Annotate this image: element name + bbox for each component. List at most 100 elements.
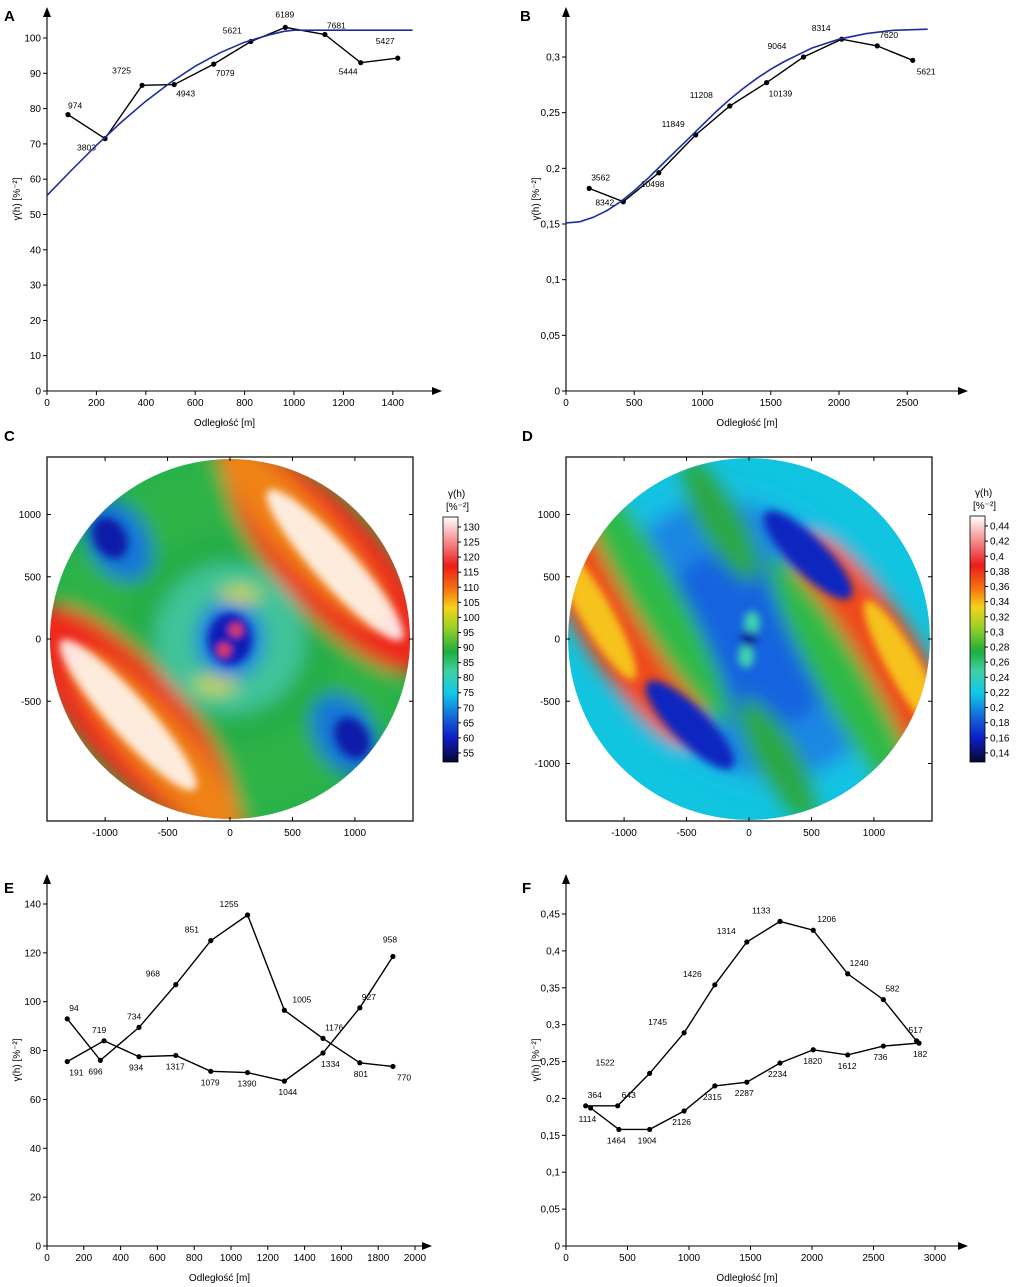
point-count-label: 11208 xyxy=(690,90,713,100)
colorbar-tick-label: 120 xyxy=(463,553,480,564)
colorbar-tick-label: 0,44 xyxy=(990,522,1010,533)
y-tick-label: 0 xyxy=(35,387,41,398)
data-point xyxy=(136,1024,142,1030)
point-count-label: 851 xyxy=(185,925,199,935)
x-axis-title: Odległość [m] xyxy=(194,418,255,429)
x-axis-title: Odległość [m] xyxy=(189,1273,250,1284)
x-tick-label: 1000 xyxy=(283,398,306,409)
data-point xyxy=(727,103,733,109)
data-point xyxy=(64,1058,70,1065)
series-line-direction-2 xyxy=(590,1042,920,1131)
colorbar-tick-label: 0,34 xyxy=(990,597,1010,608)
map-x-tick-label: -1000 xyxy=(92,828,118,839)
colorbar-tick-label: 0,4 xyxy=(990,552,1004,563)
colorbar-tick-label: 0,18 xyxy=(990,718,1010,729)
point-count-label: 1079 xyxy=(201,1077,220,1087)
map-y-tick-label: -500 xyxy=(21,697,41,708)
x-tick-label: 0 xyxy=(44,1253,50,1264)
point-count-label: 3562 xyxy=(591,172,610,182)
point-count-label: 2315 xyxy=(703,1092,722,1102)
point-count-label: 1255 xyxy=(220,899,239,909)
data-point xyxy=(656,170,662,176)
x-tick-label: 800 xyxy=(236,398,253,409)
data-point xyxy=(616,1126,622,1133)
data-point xyxy=(173,1052,179,1059)
directional-variogram-chart-f: 0 500 1000 1500 2000 2500 3000 0 0,05 0,1 0,15 0,2 0… xyxy=(531,874,968,1284)
data-point xyxy=(97,1057,103,1063)
map-y-tick-label: -500 xyxy=(540,697,560,708)
x-tick-label: 1400 xyxy=(382,398,405,409)
data-point xyxy=(880,1043,886,1049)
data-point xyxy=(647,1126,653,1133)
x-tick-label: 200 xyxy=(88,398,105,409)
point-count-label: 11849 xyxy=(662,119,685,129)
y-tick-label: 70 xyxy=(30,139,42,150)
point-count-label: 734 xyxy=(127,1011,141,1021)
y-tick-label: 100 xyxy=(24,34,41,45)
data-point xyxy=(588,1105,594,1111)
colorbar-tick-label: 95 xyxy=(463,628,475,639)
colorbar-tick-label: 0,14 xyxy=(990,748,1010,759)
data-point xyxy=(357,1005,363,1011)
y-tick-label: 0,25 xyxy=(541,108,561,119)
colorbar-tick-label: 110 xyxy=(463,583,479,594)
x-tick-label: 1400 xyxy=(293,1253,316,1264)
x-tick-label: 500 xyxy=(619,1253,636,1264)
x-tick-label: 1600 xyxy=(330,1253,353,1264)
data-point xyxy=(390,1063,396,1070)
variogram-map-c xyxy=(46,456,414,822)
colorbar-tick-label: 0,32 xyxy=(990,612,1010,623)
point-count-label: 1240 xyxy=(850,958,869,968)
data-point xyxy=(101,1038,107,1044)
data-point xyxy=(712,1083,718,1089)
data-point xyxy=(744,1079,750,1085)
x-tick-label: 1000 xyxy=(220,1253,243,1264)
x-tick-label: 1500 xyxy=(760,398,783,409)
colorbar-tick-label: 80 xyxy=(463,673,475,684)
y-axis-title: γ(h) [%⁻²] xyxy=(12,177,23,220)
point-count-label: 1464 xyxy=(607,1135,626,1145)
colorbar-title: γ(h) xyxy=(975,488,992,499)
colorbar-unit: [%⁻²] xyxy=(446,502,469,513)
colorbar-tick-label: 70 xyxy=(463,703,475,714)
x-axis-arrow xyxy=(958,1242,968,1250)
colorbar-tick-label: 75 xyxy=(463,688,475,699)
x-tick-label: 1200 xyxy=(332,398,355,409)
point-count-label: 927 xyxy=(362,992,376,1002)
data-point xyxy=(390,953,396,960)
colorbar-tick-label: 0,24 xyxy=(990,673,1010,684)
map-x-tick-label: 1000 xyxy=(863,828,886,839)
map-x-tick-label: 0 xyxy=(227,828,233,839)
colorbar-tick-label: 125 xyxy=(463,538,480,549)
map-y-tick-label: 0 xyxy=(554,635,560,646)
colorbars: γ(h) [%⁻²] 130 125 120 115 110 105 100 95 90 85 80 75… xyxy=(442,488,1010,763)
data-point xyxy=(647,1070,653,1076)
y-tick-label: 20 xyxy=(30,316,42,327)
point-count-label: 736 xyxy=(873,1052,887,1062)
data-point xyxy=(211,61,217,67)
data-point xyxy=(712,982,718,988)
y-tick-label: 0,3 xyxy=(546,53,560,64)
point-count-label: 1176 xyxy=(325,1022,344,1032)
panel-letter-b: B xyxy=(520,8,531,25)
x-tick-label: 2000 xyxy=(801,1253,824,1264)
y-axis-arrow xyxy=(43,874,51,884)
point-count-label: 1612 xyxy=(838,1061,857,1071)
data-point xyxy=(282,24,288,31)
panel-letter-d: D xyxy=(522,428,533,445)
colorbar-tick-label: 115 xyxy=(463,568,479,579)
colorbar-tick-label: 100 xyxy=(463,613,480,624)
colorbar-tick-label: 0,42 xyxy=(990,537,1010,548)
data-point xyxy=(764,80,770,86)
map-x-tick-label: 500 xyxy=(803,828,820,839)
data-point xyxy=(171,81,177,88)
data-point xyxy=(244,1069,251,1076)
colorbar-tick-label: 55 xyxy=(463,748,475,759)
point-count-label: 94 xyxy=(69,1003,79,1013)
x-tick-label: 400 xyxy=(137,398,154,409)
point-count-label: 10139 xyxy=(769,89,793,99)
series-line-direction-1 xyxy=(585,920,918,1107)
data-point xyxy=(874,43,880,49)
point-count-label: 5444 xyxy=(339,67,358,77)
